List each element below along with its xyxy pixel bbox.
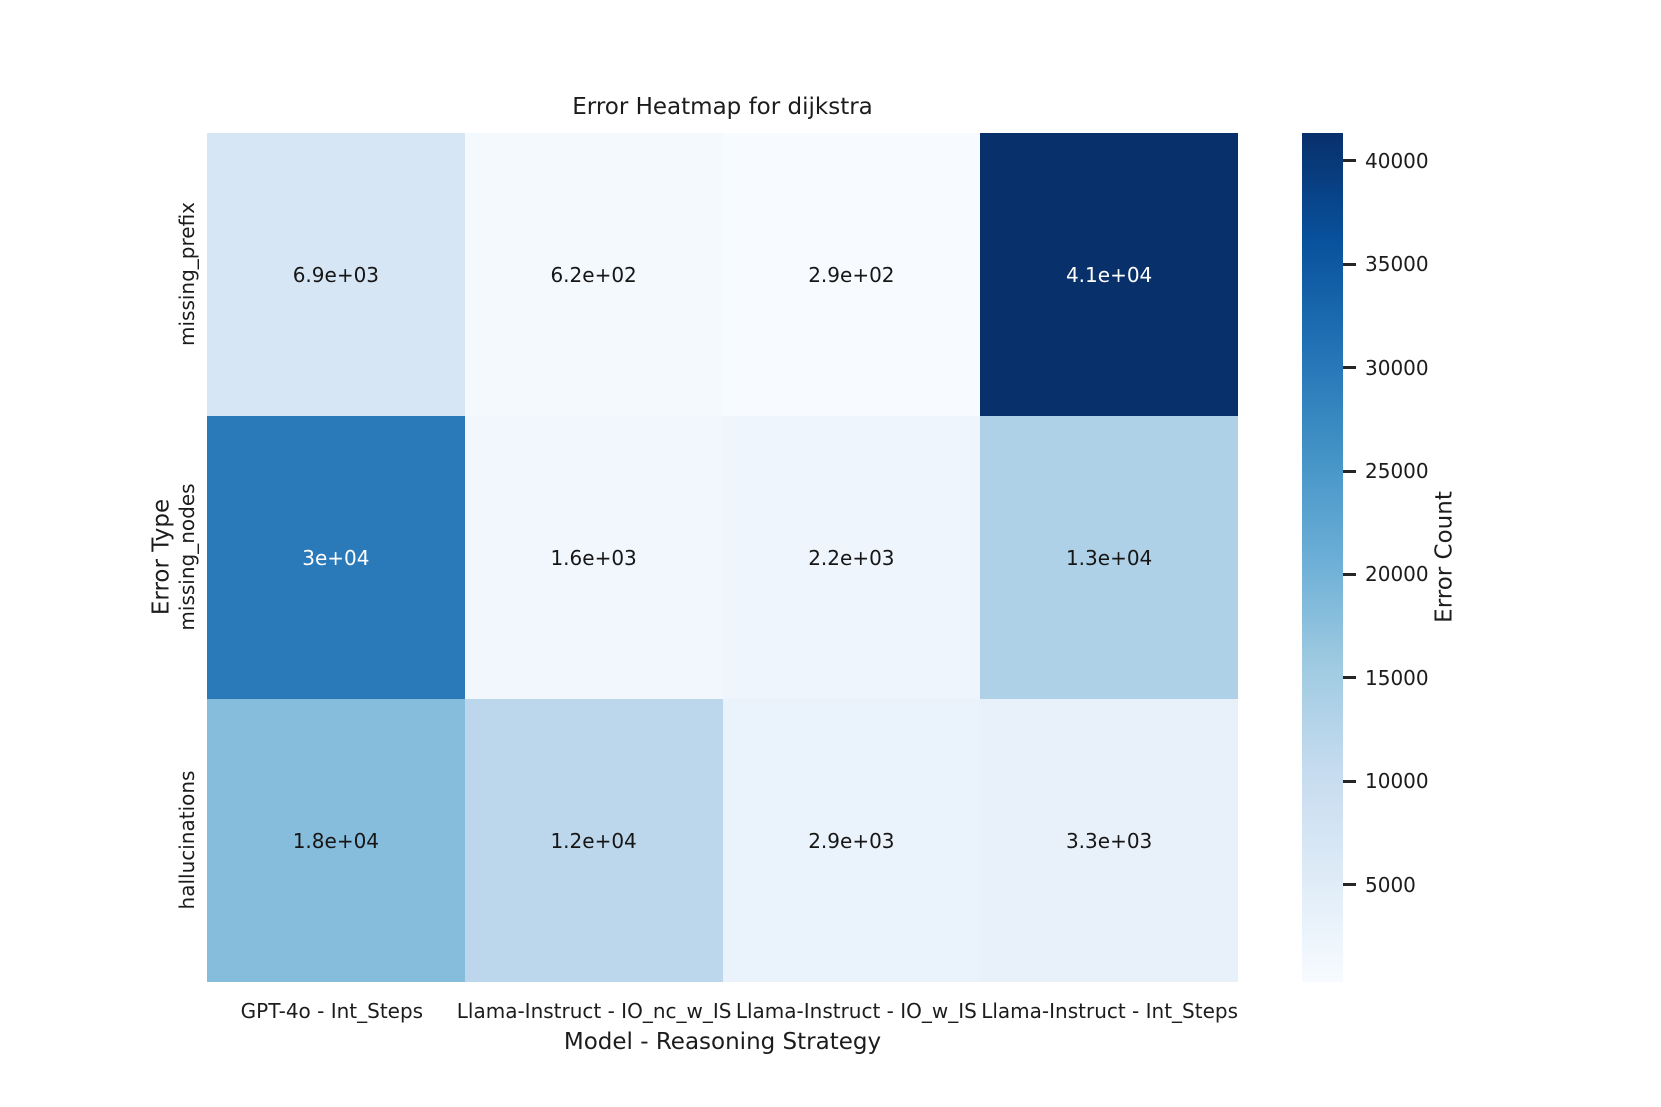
cell-value: 1.6e+03 [550,545,637,570]
colorbar-tick: 5000 [1343,875,1416,895]
cell-value: 2.9e+03 [808,828,895,853]
x-tick-label: Llama-Instruct - IO_w_IS [735,999,977,1023]
colorbar-tick-label: 30000 [1365,355,1429,380]
y-tick-label: missing_nodes [175,483,199,631]
heatmap-cell: 6.2e+02 [464,133,723,416]
y-tick-label: missing_prefix [175,201,199,347]
colorbar-tick: 30000 [1343,358,1429,378]
colorbar-tick: 20000 [1343,564,1429,584]
cell-value: 1.3e+04 [1065,545,1153,570]
cell-value: 1.2e+04 [550,828,637,853]
heatmap: 6.9e+03 6.2e+02 2.9e+02 4.1e+04 3e+04 1.… [207,133,1238,982]
heatmap-cell: 2.9e+02 [722,133,981,416]
heatmap-cell: 1.2e+04 [464,699,723,982]
cell-value: 3e+04 [302,545,370,570]
colorbar-tick: 35000 [1343,254,1429,274]
heatmap-cell: 1.6e+03 [464,416,723,699]
x-tick-label: GPT-4o - Int_Steps [240,999,424,1023]
colorbar-tick-label: 40000 [1365,148,1429,173]
colorbar-tick: 40000 [1343,151,1429,171]
x-tick-label: Llama-Instruct - IO_nc_w_IS [456,999,732,1023]
cell-value: 6.2e+02 [550,262,637,287]
heatmap-cell: 4.1e+04 [980,133,1238,416]
colorbar-gradient [1302,133,1343,982]
x-tick-labels: GPT-4o - Int_Steps Llama-Instruct - IO_n… [207,999,1238,1023]
colorbar-axis-label: Error Count [1431,491,1458,623]
x-tick-label: Llama-Instruct - Int_Steps [981,999,1239,1023]
cell-value: 4.1e+04 [1065,262,1153,287]
colorbar-ticks: 40000 35000 30000 25000 20000 15000 1000… [1343,133,1483,982]
heatmap-cell: 2.2e+03 [722,416,981,699]
colorbar-tick-label: 25000 [1365,459,1429,484]
colorbar-tick: 25000 [1343,461,1429,481]
cell-value: 3.3e+03 [1065,828,1153,853]
colorbar-tick: 10000 [1343,771,1429,791]
colorbar-tick: 15000 [1343,668,1429,688]
colorbar-tick-mark [1343,676,1356,680]
heatmap-cell: 2.9e+03 [722,699,981,982]
colorbar-tick-label: 35000 [1365,252,1429,277]
colorbar-tick-mark [1343,779,1356,783]
x-axis-label: Model - Reasoning Strategy [563,1029,882,1055]
cell-value: 2.2e+03 [808,545,895,570]
heatmap-cell: 1.3e+04 [980,416,1238,699]
colorbar-tick-label: 5000 [1365,872,1416,897]
colorbar-tick-mark [1343,159,1356,163]
y-axis-label: Error Type [148,498,175,616]
colorbar-tick-mark [1343,883,1356,887]
cell-value: 2.9e+02 [808,262,895,287]
cell-value: 6.9e+03 [292,262,380,287]
chart-title: Error Heatmap for dijkstra [572,94,873,120]
heatmap-cell: 3e+04 [207,416,465,699]
y-tick-label: hallucinations [175,770,199,910]
heatmap-cell: 6.9e+03 [207,133,465,416]
colorbar-tick-mark [1343,366,1356,370]
colorbar-tick-mark [1343,469,1356,473]
colorbar-tick-mark [1343,572,1356,576]
heatmap-cell: 1.8e+04 [207,699,465,982]
colorbar-tick-mark [1343,262,1356,266]
heatmap-cell: 3.3e+03 [980,699,1238,982]
colorbar-tick-label: 10000 [1365,769,1429,794]
cell-value: 1.8e+04 [292,828,380,853]
colorbar-tick-label: 20000 [1365,562,1429,587]
colorbar-tick-label: 15000 [1365,665,1429,690]
